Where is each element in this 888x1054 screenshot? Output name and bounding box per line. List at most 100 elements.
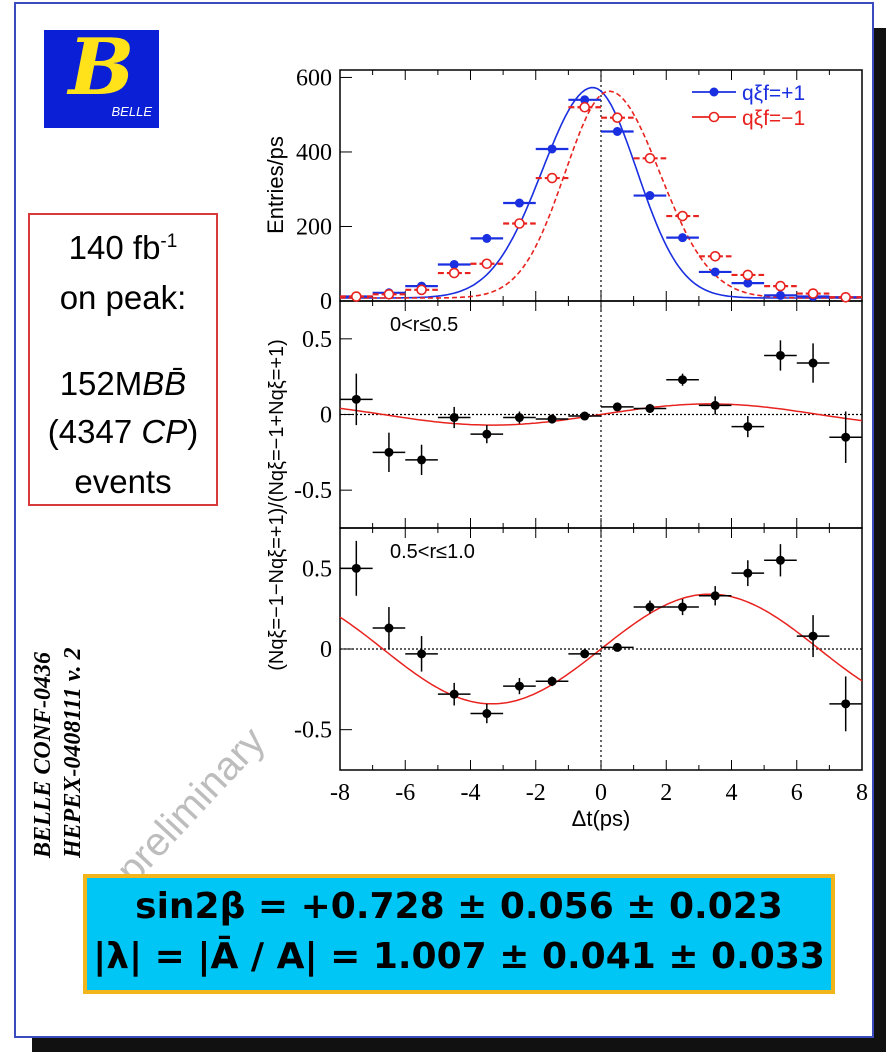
x-tick-label: 8: [856, 780, 868, 806]
point-plus: [449, 259, 459, 269]
data-point: [351, 563, 361, 573]
fit-curve-plus: [340, 86, 862, 299]
data-point: [449, 689, 459, 699]
point-plus: [743, 278, 753, 288]
point-minus: [742, 269, 754, 281]
lumi-cp-line: (4347 CP): [30, 413, 216, 451]
y-axis-label-top: Entries/ps: [263, 136, 288, 234]
data-point: [547, 676, 557, 686]
data-point: [841, 699, 851, 709]
point-plus: [547, 144, 557, 154]
data-point: [482, 429, 492, 439]
data-point: [612, 402, 622, 412]
point-minus: [612, 112, 623, 123]
y-tick-label: 600: [296, 65, 332, 91]
point-minus: [514, 218, 525, 229]
legend-label-2: qξf=−1: [742, 107, 805, 130]
data-point: [514, 413, 524, 423]
x-tick-label: -2: [526, 780, 546, 806]
fit-curve-minus: [340, 90, 862, 299]
slide-shadow-right: [874, 28, 886, 1052]
x-tick-label: -6: [395, 780, 415, 806]
data-point: [775, 350, 785, 360]
y-tick-label: 0.5: [302, 556, 332, 582]
point-plus: [580, 95, 590, 105]
data-point: [384, 623, 394, 633]
y-tick-label: -0.5: [294, 718, 332, 744]
lumi-exponent: -1: [160, 231, 178, 252]
data-point: [384, 447, 394, 457]
data-point: [449, 413, 459, 423]
y-tick-label: 0: [320, 637, 332, 663]
data-point: [580, 649, 590, 659]
y-tick-label: 200: [296, 214, 332, 240]
x-tick-label: 0: [595, 780, 607, 806]
x-tick-label: -8: [330, 780, 350, 806]
legend-marker-2: [708, 111, 720, 123]
point-plus: [514, 198, 524, 208]
lumi-cp-close: ): [187, 413, 199, 450]
result-box: sin2β = +0.728 ± 0.056 ± 0.023 |λ| = |Ā …: [83, 874, 835, 994]
data-point: [612, 642, 622, 652]
data-point: [351, 394, 361, 404]
data-point: [743, 568, 753, 578]
data-point: [775, 555, 785, 565]
x-tick-label: -4: [461, 780, 481, 806]
lumi-cp-open: (4347: [47, 413, 133, 450]
x-tick-label: 6: [791, 780, 803, 806]
point-plus: [710, 267, 720, 277]
legend-marker-1: [709, 87, 719, 97]
data-point: [417, 455, 427, 465]
point-plus: [482, 233, 492, 243]
point-minus: [840, 291, 851, 303]
x-axis-label: Δt(ps): [572, 806, 631, 831]
lumi-bb-count: 152M: [59, 365, 143, 402]
y-tick-label: 0.5: [302, 327, 332, 353]
panel-annotation-2: 0<r≤0.5: [390, 314, 458, 336]
lumi-value: 140 fb: [68, 229, 161, 266]
lumi-cp-label: CP: [141, 413, 188, 450]
point-minus: [579, 101, 590, 113]
point-minus: [709, 250, 721, 262]
point-minus: [775, 280, 786, 292]
y-tick-label: -0.5: [294, 478, 332, 504]
data-point: [808, 358, 818, 368]
point-minus: [481, 258, 493, 270]
result-sin2beta: sin2β = +0.728 ± 0.056 ± 0.023: [135, 886, 783, 927]
data-point: [710, 400, 720, 410]
y-axis-label-asym: (Nqξ=−1−Nqξ=+1)/(Nqξ=−1+Nqξ=+1): [266, 339, 288, 671]
point-minus: [807, 288, 819, 299]
panel-annotation-3: 0.5<r≤1.0: [390, 541, 475, 563]
lumi-bb-line: 152MBB̄: [30, 365, 216, 403]
lumi-value-line: 140 fb-1: [30, 229, 216, 267]
luminosity-box: 140 fb-1 on peak: 152MBB̄ (4347 CP) even…: [28, 213, 218, 506]
data-point: [808, 631, 818, 641]
logo-letter: B: [68, 22, 135, 113]
data-point: [417, 649, 427, 659]
lumi-events: events: [74, 463, 172, 500]
data-point: [743, 422, 753, 432]
slide-shadow-bottom: [32, 1038, 886, 1052]
point-minus: [383, 288, 395, 300]
point-minus: [448, 267, 460, 279]
y-tick-label: 400: [296, 140, 332, 166]
y-tick-label: 0: [320, 289, 332, 315]
point-plus: [612, 126, 622, 136]
lumi-on-peak: on peak:: [59, 279, 187, 316]
y-tick-label: 0: [320, 403, 332, 429]
fit-curve-asym: [339, 593, 863, 705]
point-minus: [416, 284, 427, 296]
point-minus: [351, 291, 362, 302]
data-point: [645, 602, 655, 612]
point-plus: [678, 233, 688, 243]
point-minus: [677, 210, 688, 222]
lumi-bb-symbol: BB̄: [142, 365, 187, 402]
data-point: [547, 414, 557, 424]
data-point: [482, 709, 492, 719]
legend-label-1: qξf=+1: [742, 82, 805, 105]
result-lambda: |λ| = |Ā / A| = 1.007 ± 0.041 ± 0.033: [93, 936, 825, 977]
fit-curve-asym: [339, 403, 863, 426]
data-point: [841, 432, 851, 442]
x-tick-label: 2: [660, 780, 672, 806]
